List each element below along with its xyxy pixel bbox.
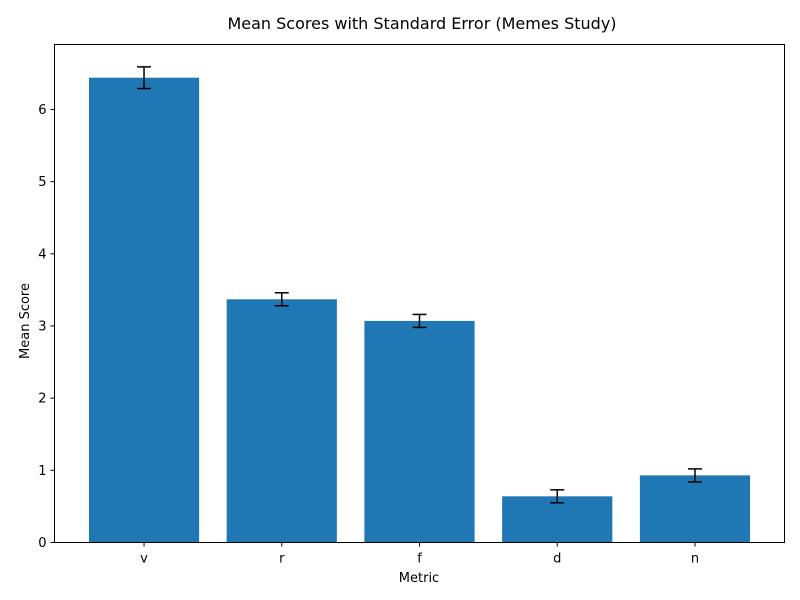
- y-tick-label: 6: [38, 103, 46, 118]
- y-tick-label: 3: [38, 319, 46, 334]
- plot-frame: [54, 44, 785, 543]
- y-tick-label: 2: [38, 392, 46, 407]
- y-axis: 0 1 2 3 4 5 6: [38, 103, 55, 551]
- chart-title: Mean Scores with Standard Error (Memes S…: [227, 14, 616, 33]
- y-axis-label: Mean Score: [18, 283, 33, 359]
- x-tick-label: d: [553, 552, 561, 567]
- bars-group: [88, 77, 751, 543]
- error-bars-group: [137, 66, 702, 504]
- y-tick-label: 1: [38, 464, 46, 479]
- x-tick-label: f: [417, 552, 422, 567]
- x-tick-label: v: [140, 552, 148, 567]
- bar-r: [226, 299, 337, 543]
- bar-d: [502, 496, 613, 543]
- y-tick-label: 4: [38, 247, 46, 262]
- x-tick-label: n: [691, 552, 699, 567]
- x-axis-label: Metric: [399, 571, 439, 586]
- x-tick-label: r: [279, 552, 285, 567]
- bar-f: [364, 320, 475, 543]
- bar-n: [639, 475, 751, 543]
- bar-v: [88, 77, 200, 543]
- y-tick-label: 5: [38, 175, 46, 190]
- y-tick-label: 0: [38, 536, 46, 551]
